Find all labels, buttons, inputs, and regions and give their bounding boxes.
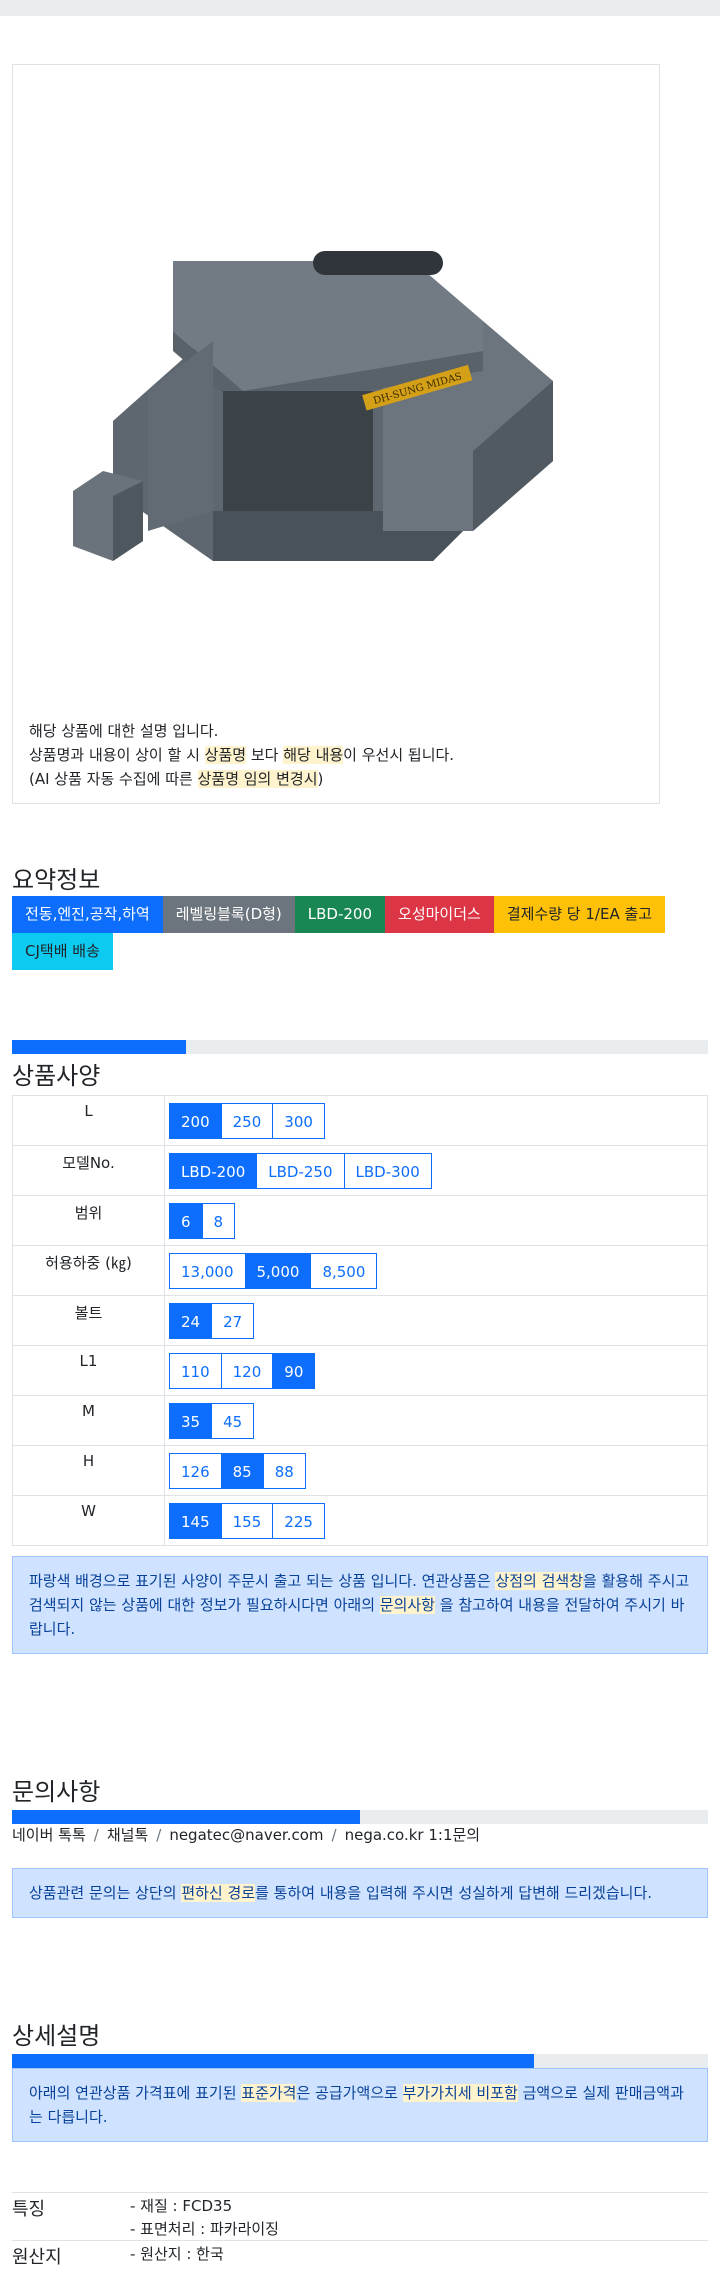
- spec-option-button[interactable]: 250: [220, 1102, 274, 1139]
- spec-option-button[interactable]: 6: [169, 1202, 203, 1239]
- spec-option-button[interactable]: 85: [220, 1452, 264, 1489]
- badge-type: 레벨링블록(D형): [162, 896, 295, 933]
- spec-row: W 145 155 225: [12, 1495, 708, 1546]
- spec-option-button[interactable]: LBD-250: [256, 1152, 345, 1189]
- top-bar: [0, 0, 720, 16]
- inquiry-title: 문의사항: [12, 1778, 101, 1806]
- product-image: DH-SUNG MIDAS: [73, 251, 553, 561]
- features-row: 특징 - 재질 : FCD35 - 표면처리 : 파카라이징: [12, 2192, 708, 2239]
- inquiry-notice: 상품관련 문의는 상단의 편하신 경로를 통하여 내용을 입력해 주시면 성실하…: [12, 1868, 708, 1918]
- features-label: 특징: [12, 2199, 46, 2220]
- summary-badges: 전동,엔진,공작,하역 레벨링블록(D형) LBD-200 오성마이더스 결제수량 당 …: [12, 896, 712, 970]
- spec-row: 볼트 24 27: [12, 1295, 708, 1346]
- spec-options: 35 45: [164, 1395, 708, 1446]
- spec-option-button[interactable]: 145: [169, 1502, 222, 1539]
- spec-option-button[interactable]: 300: [272, 1102, 325, 1139]
- spec-options: 200 250 300: [164, 1095, 708, 1146]
- spec-option-button[interactable]: 5,000: [244, 1252, 312, 1289]
- spec-option-button[interactable]: 35: [169, 1402, 213, 1439]
- badge-maker: 오성마이더스: [385, 896, 494, 933]
- spec-label: 볼트: [12, 1295, 165, 1346]
- spec-table: L 200 250 300 모델No. LBD-200 LBD-250 LBD-300 범위 6 8…: [12, 1095, 708, 1546]
- origin-label: 원산지: [12, 2247, 62, 2268]
- spec-row: 모델No. LBD-200 LBD-250 LBD-300: [12, 1145, 708, 1196]
- spec-options: LBD-200 LBD-250 LBD-300: [164, 1145, 708, 1196]
- spec-option-button[interactable]: 110: [169, 1352, 222, 1389]
- spec-option-button[interactable]: 225: [272, 1502, 325, 1539]
- spec-row: H 126 85 88: [12, 1445, 708, 1496]
- spec-option-button[interactable]: 90: [272, 1352, 316, 1389]
- contact-naver-talk[interactable]: 네이버 톡톡: [12, 1826, 86, 1844]
- badge-category: 전동,엔진,공작,하역: [12, 896, 163, 933]
- spec-option-button[interactable]: LBD-300: [343, 1152, 432, 1189]
- contact-email[interactable]: negatec@naver.com: [169, 1826, 324, 1844]
- spec-options: 24 27: [164, 1295, 708, 1346]
- detail-title: 상세설명: [12, 2022, 101, 2050]
- spec-row: M 35 45: [12, 1395, 708, 1446]
- spec-options: 13,000 5,000 8,500: [164, 1245, 708, 1296]
- spec-notice: 파랑색 배경으로 표기된 사양이 주문시 출고 되는 상품 입니다. 연관상품은…: [12, 1556, 708, 1654]
- badge-delivery: CJ택배 배송: [12, 933, 113, 970]
- spec-label: H: [12, 1445, 165, 1496]
- spec-option-button[interactable]: 8,500: [310, 1252, 378, 1289]
- spec-option-button[interactable]: 88: [262, 1452, 306, 1489]
- spec-option-button[interactable]: 27: [211, 1302, 255, 1339]
- spec-options: 126 85 88: [164, 1445, 708, 1496]
- feature-surface: - 표면처리 : 파카라이징: [130, 2220, 279, 2238]
- summary-title: 요약정보: [12, 866, 101, 894]
- spec-option-button[interactable]: 126: [169, 1452, 222, 1489]
- contact-channel-talk[interactable]: 채널톡: [106, 1826, 149, 1844]
- spec-label: W: [12, 1495, 165, 1546]
- product-card: DH-SUNG MIDAS 해당 상품에 대한 설명 입니다. 상품명과 내용이…: [12, 64, 660, 804]
- spec-row: L1 110 120 90: [12, 1345, 708, 1396]
- badge-shipping-qty: 결제수량 당 1/EA 출고: [493, 896, 666, 933]
- spec-label: 범위: [12, 1195, 165, 1246]
- spec-options: 145 155 225: [164, 1495, 708, 1546]
- spec-label: L1: [12, 1345, 165, 1396]
- origin-value: - 원산지 : 한국: [130, 2245, 224, 2263]
- spec-row: 허용하중 (㎏) 13,000 5,000 8,500: [12, 1245, 708, 1296]
- spec-row: L 200 250 300: [12, 1095, 708, 1146]
- spec-option-button[interactable]: 120: [220, 1352, 274, 1389]
- spec-option-button[interactable]: 24: [169, 1302, 213, 1339]
- feature-material: - 재질 : FCD35: [130, 2197, 233, 2215]
- spec-label: M: [12, 1395, 165, 1446]
- spec-option-button[interactable]: LBD-200: [169, 1152, 258, 1189]
- detail-progress: [12, 2054, 708, 2068]
- spec-option-button[interactable]: 155: [220, 1502, 274, 1539]
- contact-site-inquiry[interactable]: nega.co.kr 1:1문의: [344, 1826, 481, 1844]
- spec-options: 110 120 90: [164, 1345, 708, 1396]
- inquiry-progress: [12, 1810, 708, 1824]
- spec-label: 모델No.: [12, 1145, 165, 1196]
- spec-progress: [12, 1040, 708, 1054]
- spec-option-button[interactable]: 200: [169, 1102, 222, 1139]
- product-description: 해당 상품에 대한 설명 입니다. 상품명과 내용이 상이 할 시 상품명 보다…: [29, 722, 455, 788]
- origin-row: 원산지 - 원산지 : 한국: [12, 2240, 708, 2271]
- spec-option-button[interactable]: 8: [201, 1202, 236, 1239]
- spec-row: 범위 6 8: [12, 1195, 708, 1246]
- spec-title: 상품사양: [12, 1062, 101, 1090]
- badge-model: LBD-200: [294, 896, 386, 933]
- spec-label: L: [12, 1095, 165, 1146]
- contact-links: 네이버 톡톡 / 채널톡 / negatec@naver.com / nega.co.kr …: [12, 1826, 481, 1844]
- detail-notice: 아래의 연관상품 가격표에 표기된 표준가격은 공급가액으로 부가가치세 비포함…: [12, 2068, 708, 2142]
- spec-label: 허용하중 (㎏): [12, 1245, 165, 1296]
- spec-option-button[interactable]: 45: [211, 1402, 255, 1439]
- spec-option-button[interactable]: 13,000: [169, 1252, 246, 1289]
